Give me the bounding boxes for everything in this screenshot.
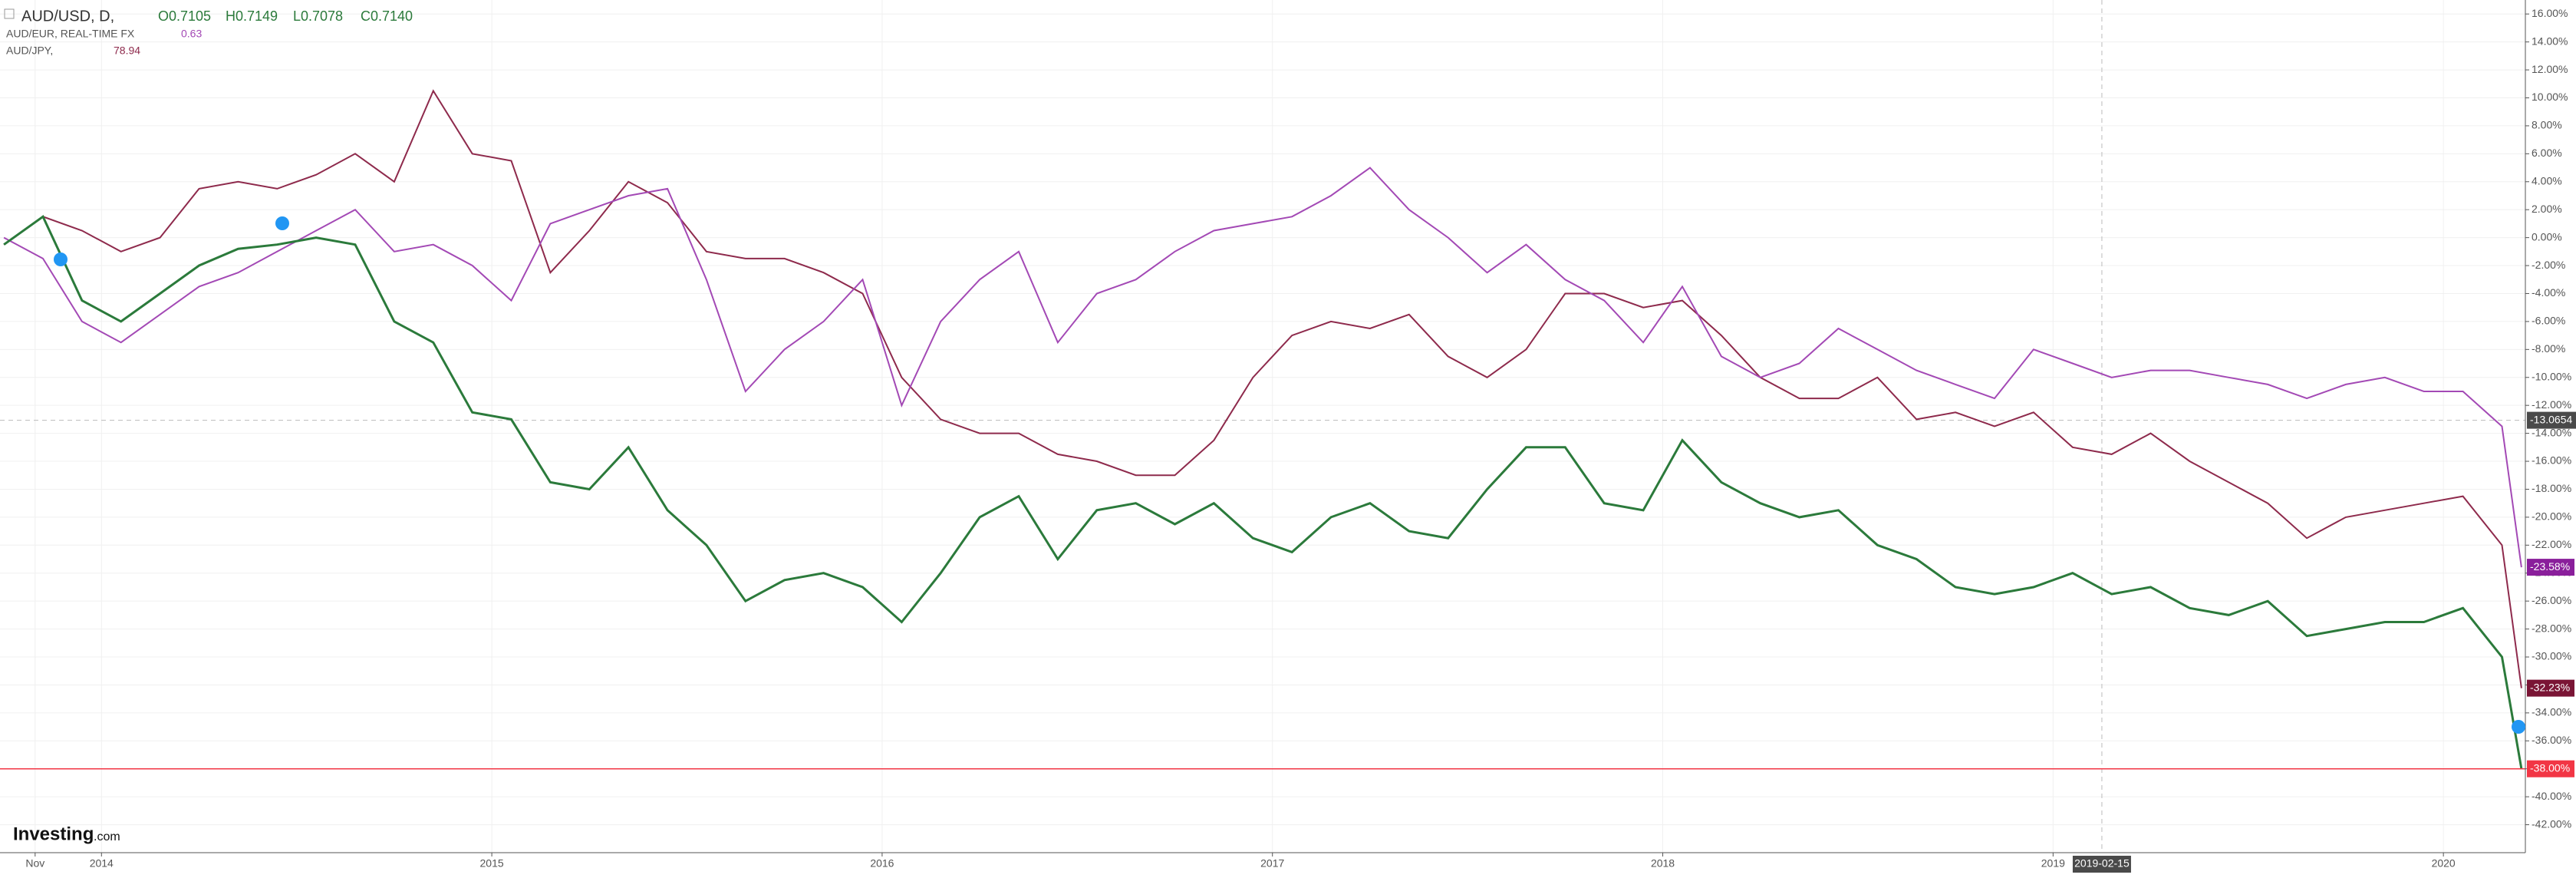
flags — [54, 216, 2525, 734]
x-tick-label: Nov — [25, 857, 44, 870]
ohlc-value: L0.7078 — [293, 8, 343, 24]
x-tick-label: 2015 — [480, 857, 504, 870]
compare-name: AUD/EUR, REAL-TIME FX — [6, 28, 135, 40]
last-value-box — [2527, 760, 2574, 777]
x-tick-label: 2019 — [2041, 857, 2065, 870]
y-tick-label: 8.00% — [2532, 119, 2562, 131]
last-value-box — [2527, 559, 2574, 576]
y-tick-label: -22.00% — [2532, 538, 2571, 550]
y-tick-label: -28.00% — [2532, 622, 2571, 634]
compare-name: AUD/JPY, — [6, 45, 53, 57]
y-tick-label: 6.00% — [2532, 147, 2562, 159]
y-tick-label: 4.00% — [2532, 174, 2562, 186]
y-tick-label: -8.00% — [2532, 342, 2565, 355]
y-tick-label: -16.00% — [2532, 454, 2571, 467]
x-tick-label: 2020 — [2432, 857, 2456, 870]
y-tick-label: 14.00% — [2532, 35, 2568, 47]
y-tick-label: -20.00% — [2532, 510, 2571, 523]
ohlc-value: H0.7149 — [226, 8, 278, 24]
crosshair-x-label: 2019-02-15 — [2074, 857, 2130, 870]
logo: Investing — [13, 824, 94, 844]
y-tick-label: -6.00% — [2532, 315, 2565, 327]
symbol: AUD/USD, D, — [21, 8, 114, 25]
ohlc: O0.7105 H0.7149 L0.7078 C0.7140 — [158, 8, 413, 24]
crosshair-y-label: -13.0654 — [2530, 413, 2572, 425]
x-tick-label: 2018 — [1651, 857, 1675, 870]
compare-value: 78.94 — [114, 45, 140, 57]
grid — [0, 0, 2525, 853]
flag-icon[interactable] — [54, 253, 68, 266]
last-value-label: -38.00% — [2530, 761, 2570, 774]
last-value-label: -23.58% — [2530, 560, 2570, 573]
plot — [0, 0, 2525, 853]
y-tick-label: -42.00% — [2532, 817, 2571, 830]
y-tick-label: 10.00% — [2532, 91, 2568, 103]
series-line — [3, 215, 2523, 769]
last-value-label: -32.23% — [2530, 681, 2570, 693]
flag-icon[interactable] — [275, 216, 289, 230]
logo-suffix: .com — [94, 830, 120, 843]
x-tick-label: 2017 — [1260, 857, 1284, 870]
compare-value: 0.63 — [181, 28, 202, 40]
y-tick-label: 16.00% — [2532, 7, 2568, 19]
ohlc-value: O0.7105 — [158, 8, 211, 24]
crosshair-y-box — [2527, 411, 2576, 429]
y-tick-label: -14.00% — [2532, 426, 2571, 438]
crosshair-x-box — [2072, 856, 2131, 873]
y-tick-label: 0.00% — [2532, 230, 2562, 243]
y-tick-label: -26.00% — [2532, 594, 2571, 606]
y-tick-label: -30.00% — [2532, 650, 2571, 662]
y-tick-label: 2.00% — [2532, 203, 2562, 215]
y-tick-label: -12.00% — [2532, 398, 2571, 411]
y-tick-label: 12.00% — [2532, 63, 2568, 75]
y-tick-label: -10.00% — [2532, 370, 2571, 382]
series-line — [3, 167, 2522, 568]
y-tick-label: -34.00% — [2532, 706, 2571, 718]
flag-icon[interactable] — [2512, 720, 2525, 734]
y-tick-label: -4.00% — [2532, 286, 2565, 299]
ohlc-value: C0.7140 — [361, 8, 413, 24]
y-tick-label: -40.00% — [2532, 790, 2571, 802]
last-value-box — [2527, 679, 2574, 697]
y-tick-label: -2.00% — [2532, 259, 2565, 271]
x-tick-label: 2016 — [870, 857, 894, 870]
y-tick-label: -36.00% — [2532, 734, 2571, 746]
y-tick-label: -18.00% — [2532, 482, 2571, 494]
x-tick-label: 2014 — [90, 857, 114, 870]
series-line — [3, 89, 2522, 688]
collapse-icon[interactable] — [4, 8, 15, 19]
